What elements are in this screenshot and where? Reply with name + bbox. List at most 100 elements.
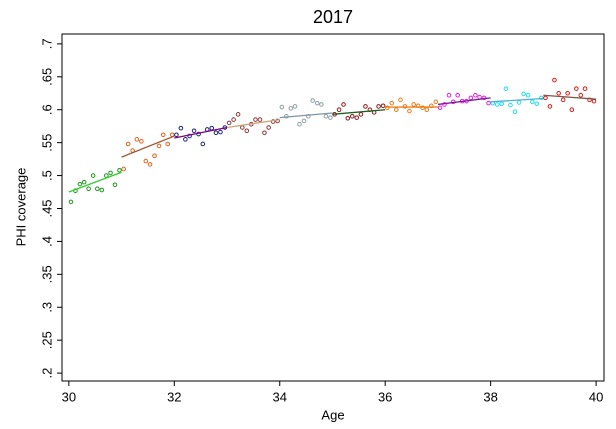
point: [244, 128, 250, 134]
point: [336, 107, 342, 113]
x-tick-label: 30: [62, 389, 76, 404]
point: [552, 77, 557, 83]
point: [165, 141, 171, 147]
point: [494, 102, 500, 107]
point: [270, 119, 276, 124]
point: [99, 187, 105, 193]
point: [174, 132, 179, 138]
y-tick-label: .55: [39, 134, 54, 152]
point: [213, 130, 219, 136]
point: [345, 115, 351, 121]
point: [160, 132, 166, 138]
point: [112, 182, 118, 188]
fit-line: [437, 97, 491, 106]
fit-line: [543, 94, 597, 100]
point: [354, 115, 360, 120]
x-tick-label: 40: [589, 389, 603, 404]
point: [560, 97, 566, 103]
point: [323, 114, 329, 119]
point: [262, 130, 267, 136]
point: [90, 173, 96, 178]
point: [389, 100, 395, 106]
point: [455, 92, 460, 98]
point: [565, 90, 570, 96]
point: [266, 125, 271, 130]
point: [226, 120, 232, 126]
point: [393, 107, 399, 113]
point: [178, 125, 184, 131]
point: [147, 162, 153, 167]
point: [77, 181, 83, 187]
point: [446, 92, 452, 98]
point: [108, 170, 113, 176]
point: [574, 86, 579, 91]
point: [582, 86, 588, 91]
point: [288, 106, 294, 111]
y-tick-label: .25: [39, 331, 54, 349]
point: [521, 91, 526, 97]
point: [534, 101, 540, 107]
point: [411, 102, 416, 107]
point: [468, 95, 474, 101]
point: [292, 104, 298, 109]
point: [591, 98, 597, 104]
fit-line: [226, 118, 280, 129]
point: [538, 95, 544, 101]
point: [437, 105, 443, 111]
point: [341, 102, 346, 107]
point: [358, 112, 364, 117]
point: [376, 104, 381, 109]
point: [569, 107, 575, 113]
x-tick-label: 38: [483, 389, 497, 404]
point: [508, 102, 513, 108]
point: [310, 98, 316, 103]
point: [363, 104, 368, 109]
point: [200, 141, 206, 147]
point: [68, 199, 74, 205]
point: [134, 137, 140, 142]
point: [420, 105, 425, 111]
point: [279, 104, 285, 110]
point: [525, 92, 531, 98]
point: [407, 108, 412, 114]
point: [543, 95, 548, 101]
x-tick-label: 36: [378, 389, 392, 404]
point: [86, 186, 91, 192]
point: [187, 133, 192, 139]
point: [218, 129, 223, 135]
fit-line: [68, 171, 122, 193]
y-tick-label: .2: [39, 368, 54, 379]
point: [103, 173, 109, 178]
y-tick-label: .35: [39, 265, 54, 283]
point: [529, 99, 535, 105]
point: [328, 115, 333, 120]
fit-line: [121, 135, 175, 158]
point: [257, 117, 263, 122]
x-axis-label: Age: [321, 407, 344, 422]
point: [301, 118, 307, 124]
point: [152, 153, 157, 159]
y-tick-label: .4: [39, 236, 54, 247]
point: [547, 104, 553, 109]
point: [191, 128, 197, 134]
y-tick-label: .45: [39, 199, 54, 217]
point: [556, 90, 561, 96]
point: [314, 100, 320, 106]
x-tick-label: 32: [167, 389, 181, 404]
x-tick-label: 34: [273, 389, 287, 404]
point: [240, 125, 245, 130]
fit-line: [279, 112, 333, 119]
point: [516, 100, 522, 105]
point: [235, 112, 241, 117]
point: [473, 92, 478, 98]
point: [183, 137, 188, 142]
point: [503, 86, 509, 91]
point: [512, 109, 518, 114]
point: [486, 100, 491, 106]
y-tick-label: .65: [39, 68, 54, 86]
point: [319, 102, 324, 107]
point: [578, 92, 584, 98]
point: [402, 104, 408, 109]
y-tick-label: .5: [39, 170, 54, 181]
